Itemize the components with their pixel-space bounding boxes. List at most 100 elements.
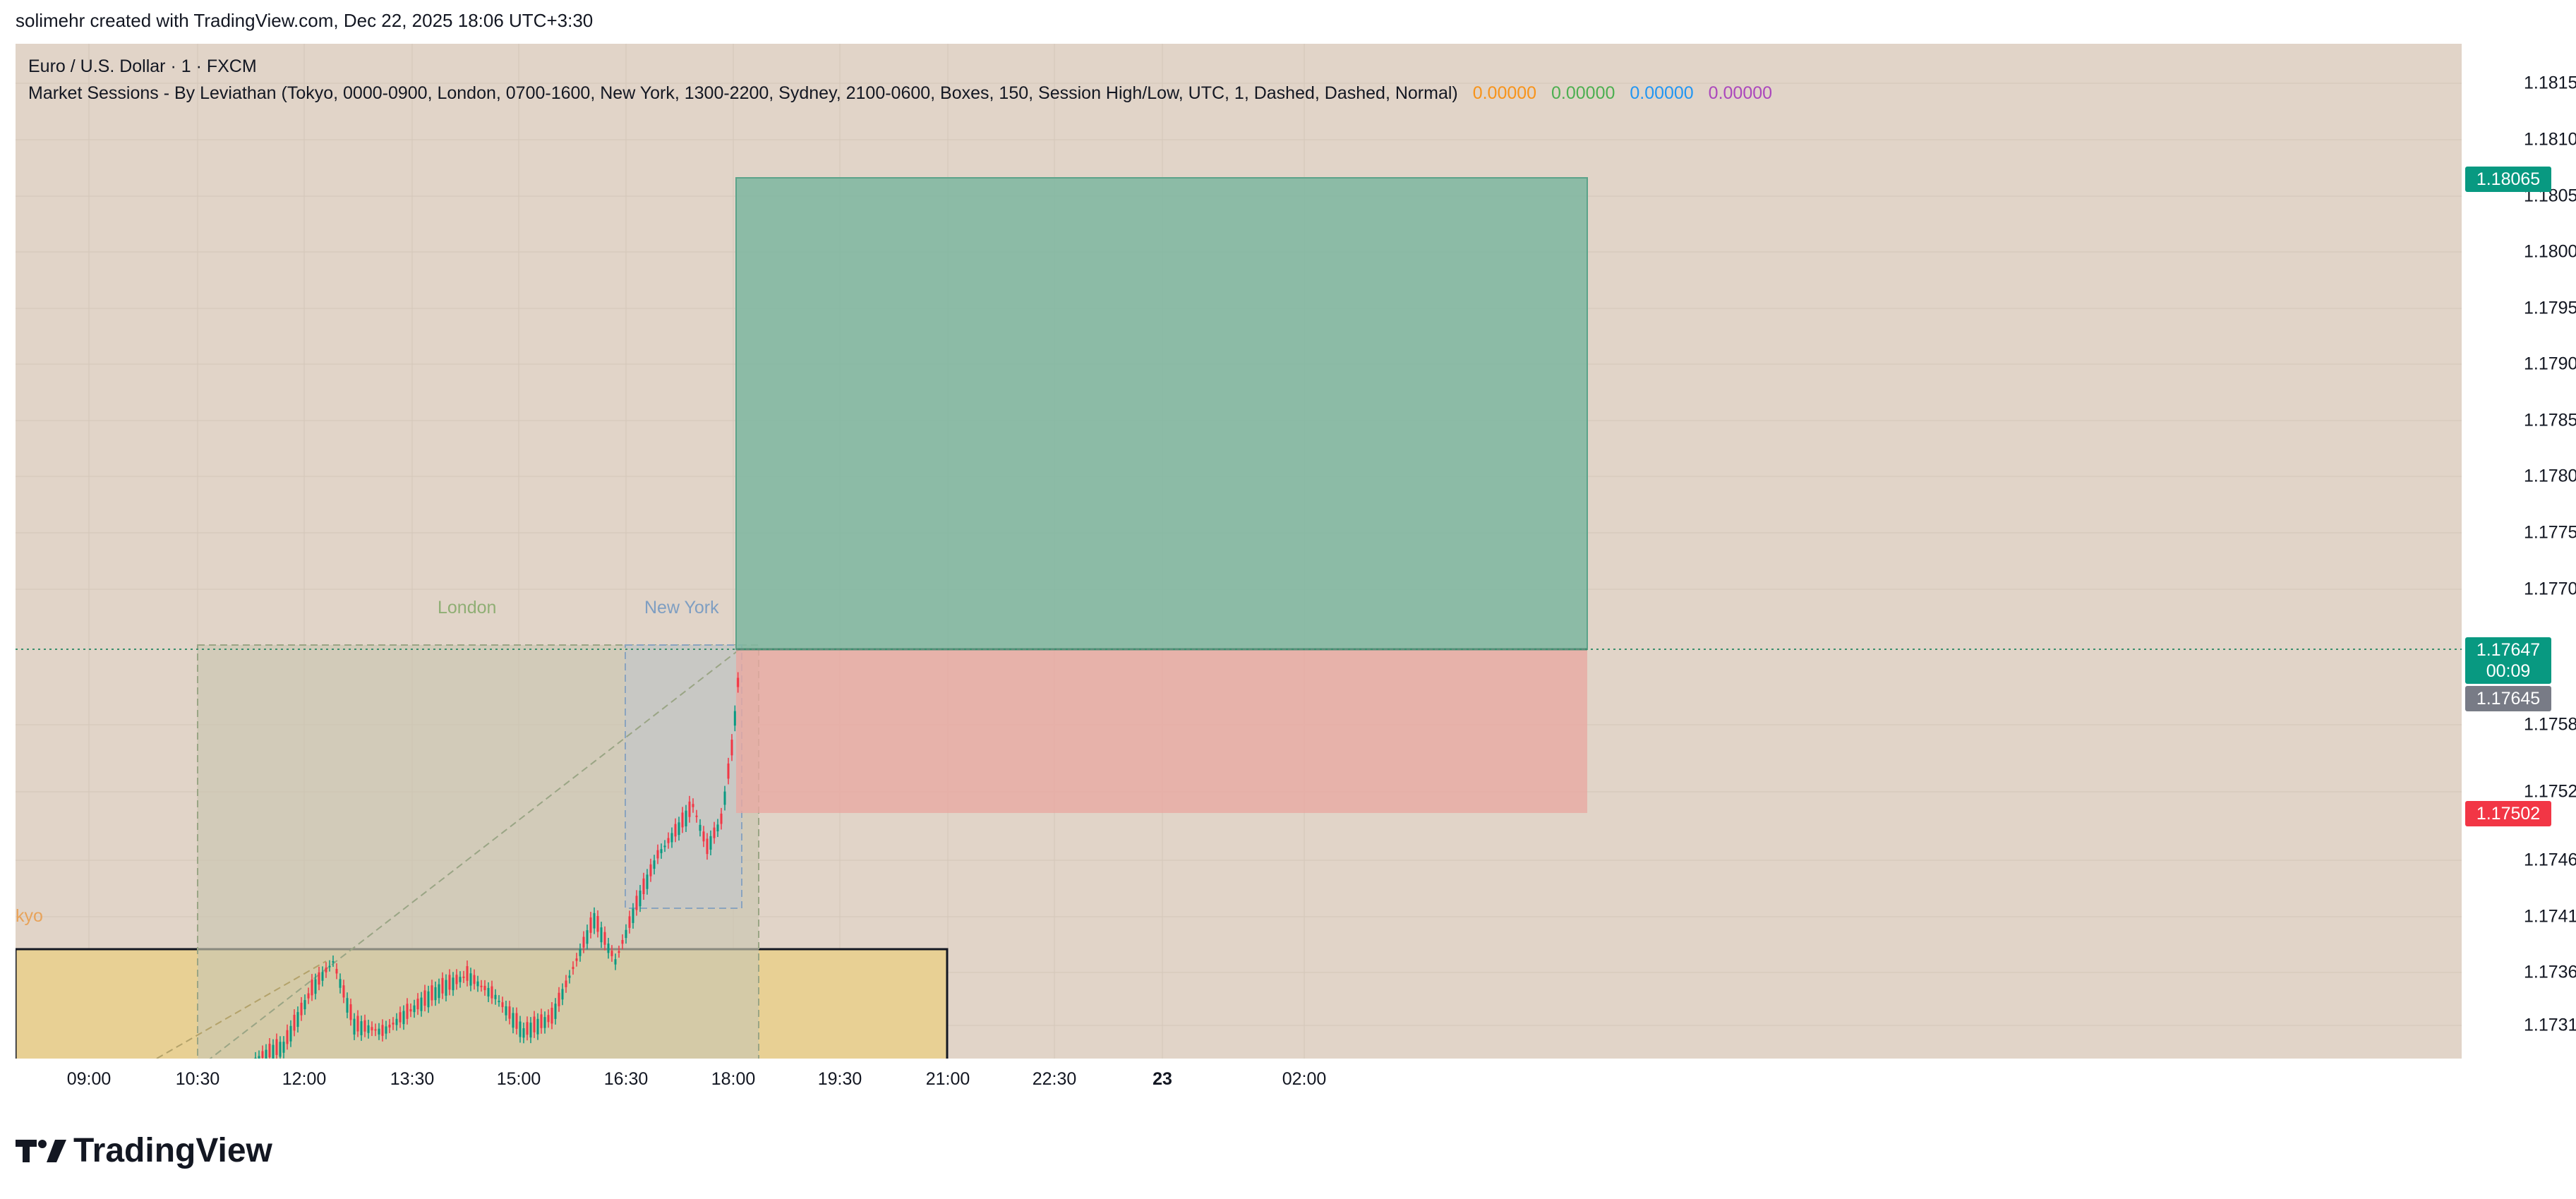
- price-axis[interactable]: [2462, 44, 2560, 1102]
- symbol-legend[interactable]: Euro / U.S. Dollar · 1 · FXCM: [28, 56, 257, 76]
- candle-body: [670, 833, 673, 843]
- candle-body: [459, 977, 462, 982]
- candle-body: [279, 1042, 282, 1057]
- candle-body: [286, 1030, 289, 1044]
- candle-body: [515, 1013, 518, 1029]
- price-axis-label: 1.18150: [2524, 73, 2576, 93]
- candle-body: [702, 831, 705, 842]
- candle-body: [733, 711, 736, 726]
- candle-body: [653, 860, 656, 869]
- candle-body: [409, 1008, 412, 1012]
- candle-body: [600, 927, 603, 943]
- time-axis-label: 10:30: [175, 1069, 220, 1089]
- indicator-value-tokyo: 0.00000: [1472, 83, 1537, 103]
- candle-body: [455, 975, 458, 984]
- target-price-tag: 1.18065: [2465, 167, 2551, 192]
- candle-body: [296, 1012, 299, 1028]
- price-axis-label: 1.17580: [2524, 714, 2576, 735]
- candle-body: [543, 1017, 546, 1028]
- candle-body: [261, 1051, 264, 1059]
- tradingview-brand-text: TradingView: [73, 1132, 272, 1169]
- candle-body: [318, 972, 320, 985]
- time-axis[interactable]: [16, 1059, 2462, 1102]
- candle-body: [342, 985, 345, 998]
- candle-body: [572, 967, 574, 970]
- candle-body: [635, 896, 638, 910]
- candle-body: [353, 1018, 356, 1035]
- price-candles: [254, 672, 740, 1059]
- candle-body: [632, 908, 634, 923]
- time-axis-label: 19:30: [817, 1069, 862, 1089]
- candle-body: [589, 917, 592, 933]
- candle-body: [593, 912, 596, 929]
- time-axis-label: 16:30: [603, 1069, 649, 1089]
- candle-body: [434, 987, 437, 1001]
- price-axis-label: 1.18000: [2524, 241, 2576, 262]
- candle-body: [254, 1057, 257, 1059]
- candle-body: [466, 966, 469, 981]
- tradingview-logo[interactable]: TradingView: [16, 1131, 272, 1170]
- candle-body: [360, 1021, 363, 1035]
- candle-body: [416, 999, 419, 1010]
- london-session-label: London: [438, 598, 497, 617]
- price-axis-label: 1.18100: [2524, 129, 2576, 150]
- candle-body: [582, 936, 585, 948]
- candle-body: [568, 975, 571, 978]
- candle-body: [533, 1016, 536, 1032]
- candle-body: [469, 973, 472, 986]
- candle-body: [737, 677, 740, 687]
- candle-body: [529, 1023, 532, 1038]
- candle-body: [438, 984, 440, 999]
- candle-body: [522, 1028, 525, 1038]
- candle-body: [642, 878, 645, 894]
- price-axis-label: 1.17800: [2524, 466, 2576, 486]
- candle-body: [381, 1025, 384, 1036]
- price-axis-label: 1.17700: [2524, 579, 2576, 599]
- candle-body: [490, 986, 493, 999]
- candle-body: [265, 1049, 267, 1059]
- time-axis-label: 21:00: [925, 1069, 970, 1089]
- chart-canvas[interactable]: [16, 44, 2462, 1059]
- candle-body: [385, 1026, 387, 1034]
- candle-body: [501, 1002, 504, 1008]
- candle-body: [625, 929, 627, 939]
- candle-body: [272, 1044, 275, 1059]
- candle-body: [621, 939, 624, 944]
- last-price-value: 1.17647: [2476, 640, 2541, 660]
- candle-body: [476, 981, 479, 987]
- candle-body: [692, 804, 694, 807]
- stop-line-price-tag: 1.17645: [2465, 686, 2551, 711]
- candle-body: [275, 1039, 278, 1055]
- indicator-legend[interactable]: Market Sessions - By Leviathan (Tokyo, 0…: [28, 83, 1772, 104]
- candle-body: [371, 1027, 373, 1031]
- stop-price-tag: 1.17502: [2465, 801, 2551, 826]
- tokyo-session-label: kyo: [16, 906, 43, 926]
- candle-body: [508, 1006, 511, 1019]
- position-target-zone: [735, 177, 1588, 650]
- candle-body: [311, 980, 313, 996]
- candle-body: [293, 1015, 296, 1031]
- candle-body: [395, 1018, 398, 1025]
- candle-body: [610, 951, 613, 956]
- price-axis-label: 1.17410: [2524, 906, 2576, 927]
- candle-body: [307, 993, 310, 999]
- candle-body: [423, 990, 426, 1006]
- candle-body: [480, 985, 483, 987]
- price-axis-label: 1.17460: [2524, 850, 2576, 870]
- candle-body: [448, 975, 451, 990]
- candle-body: [374, 1029, 377, 1031]
- candle-body: [399, 1012, 402, 1023]
- time-axis-label: 12:00: [282, 1069, 327, 1089]
- candle-body: [420, 997, 423, 1011]
- candle-body: [339, 979, 342, 988]
- time-axis-label: 02:00: [1282, 1069, 1327, 1089]
- candle-body: [282, 1042, 285, 1053]
- candle-body: [413, 1005, 416, 1013]
- candle-body: [452, 977, 455, 991]
- chart-pane[interactable]: London New York kyo: [16, 44, 2462, 1059]
- candle-body: [550, 1008, 553, 1024]
- candle-body: [536, 1018, 539, 1035]
- candle-body: [402, 1011, 405, 1025]
- candle-body: [586, 930, 589, 944]
- candle-body: [300, 1002, 303, 1016]
